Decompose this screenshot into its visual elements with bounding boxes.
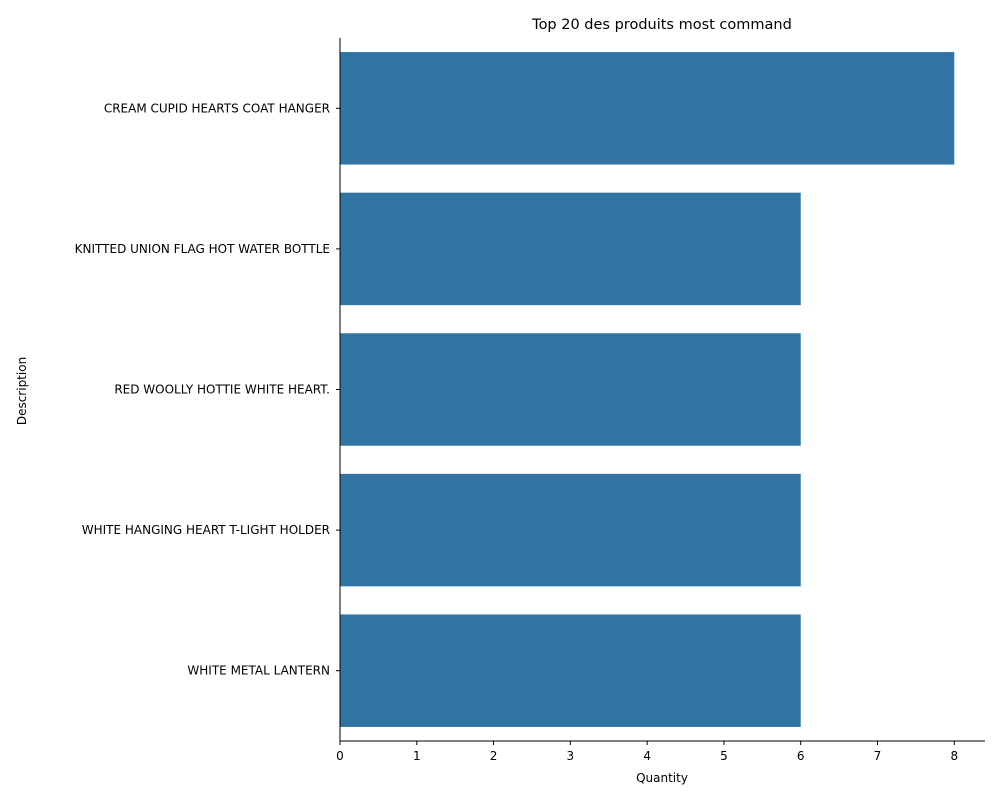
x-tick-label-5: 5 (720, 749, 728, 763)
y-tick-label-2: RED WOOLLY HOTTIE WHITE HEART. (114, 383, 330, 397)
x-tick-label-0: 0 (336, 749, 344, 763)
x-tick-label-1: 1 (413, 749, 421, 763)
x-tick-label-2: 2 (490, 749, 498, 763)
bar-0 (340, 52, 955, 165)
bar-2 (340, 333, 801, 446)
bars-layer (340, 52, 955, 727)
x-axis-title: Quantity (636, 771, 688, 785)
bar-1 (340, 192, 801, 306)
chart-title: Top 20 des produits most command (531, 17, 792, 33)
bar-4 (340, 614, 801, 727)
x-tick-label-6: 6 (797, 749, 805, 763)
x-tick-label-8: 8 (950, 749, 958, 763)
x-ticks-layer: 0 1 2 3 4 5 6 7 8 (336, 741, 958, 763)
y-ticks-layer: CREAM CUPID HEARTS COAT HANGER KNITTED UN… (75, 101, 340, 678)
y-tick-label-0: CREAM CUPID HEARTS COAT HANGER (104, 101, 330, 115)
x-tick-label-4: 4 (643, 749, 651, 763)
y-axis-title: Description (15, 357, 29, 425)
y-tick-label-4: WHITE METAL LANTERN (187, 664, 330, 678)
bar-3 (340, 473, 801, 587)
y-tick-label-1: KNITTED UNION FLAG HOT WATER BOTTLE (75, 242, 330, 256)
y-tick-label-3: WHITE HANGING HEART T-LIGHT HOLDER (82, 523, 330, 537)
x-tick-label-3: 3 (567, 749, 575, 763)
x-tick-label-7: 7 (874, 749, 882, 763)
